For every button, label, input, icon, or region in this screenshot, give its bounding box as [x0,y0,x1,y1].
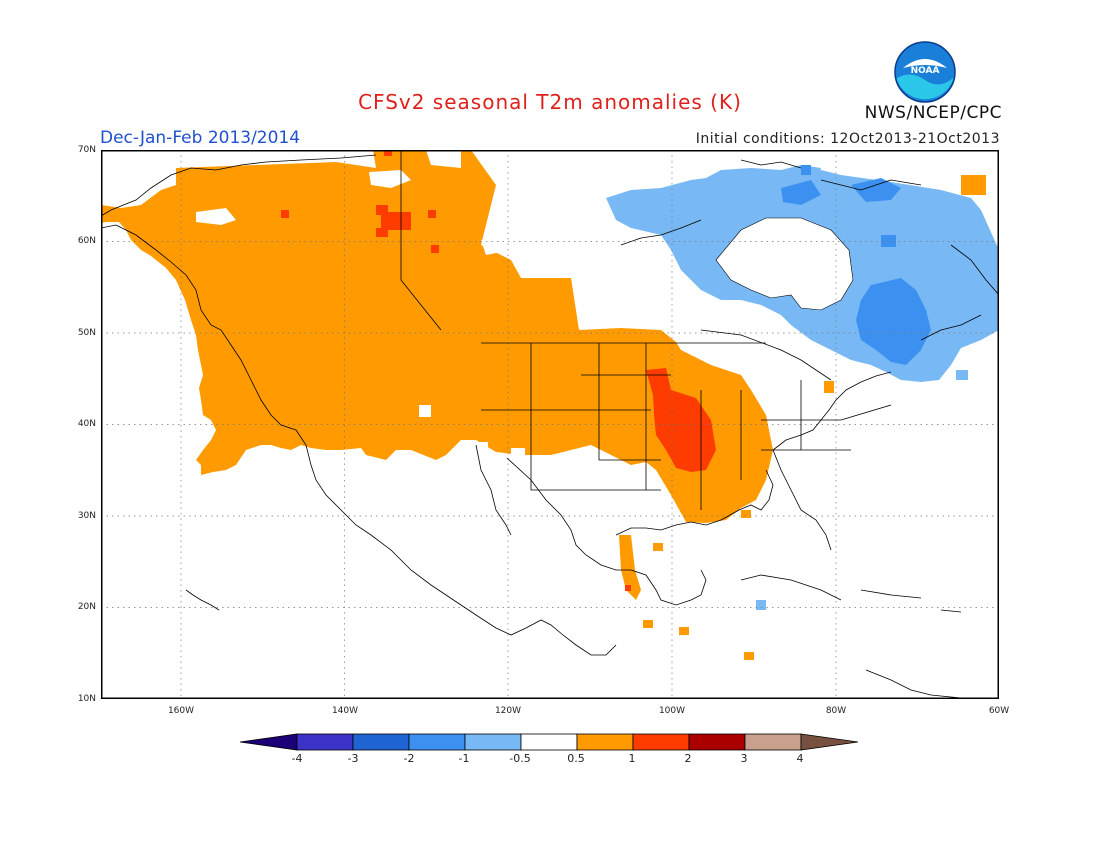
lon-label-120w: 120W [494,706,522,716]
anomaly-strong-cool-region [781,165,931,365]
colorbar-label: -1 [458,752,470,765]
coastlines [101,150,999,699]
lat-label-10n: 10N [77,694,96,704]
colorbar-label: 0.5 [567,752,585,765]
colorbar [240,733,859,751]
colorbar-swatch [296,733,354,751]
colorbar-swatch [240,733,298,751]
colorbar-swatch [520,733,578,751]
colorbar-swatch [744,733,802,751]
logo-text: NOAA [911,66,940,76]
anomaly-map [101,150,999,699]
lat-label-40n: 40N [77,419,96,429]
lon-label-160w: 160W [167,706,195,716]
lon-label-60w: 60W [988,706,1010,716]
lon-label-80w: 80W [825,706,847,716]
lat-label-70n: 70N [77,145,96,155]
lat-label-30n: 30N [77,511,96,521]
map-title: CFSv2 seasonal T2m anomalies (K) [358,90,742,114]
colorbar-swatch [464,733,522,751]
colorbar-swatch [576,733,634,751]
colorbar-label: 4 [796,752,804,765]
lon-label-140w: 140W [331,706,359,716]
anomaly-strong-warm-region [281,150,716,591]
agency-label: NWS/NCEP/CPC [864,103,1002,123]
lat-label-60n: 60N [77,236,96,246]
colorbar-label: 3 [740,752,748,765]
anomaly-warm-region [101,150,986,660]
colorbar-swatch [352,733,410,751]
colorbar-label: 2 [684,752,692,765]
colorbar-label: -0.5 [509,752,531,765]
lat-label-50n: 50N [77,328,96,338]
initial-conditions: Initial conditions: 12Oct2013-21Oct2013 [695,131,1000,147]
colorbar-label: -4 [291,752,303,765]
colorbar-label: 1 [628,752,636,765]
colorbar-swatch [408,733,466,751]
colorbar-swatch [688,733,746,751]
colorbar-label: -2 [403,752,415,765]
noaa-logo: NOAA [894,41,956,103]
lat-label-20n: 20N [77,602,96,612]
colorbar-label: -3 [347,752,359,765]
graticule [101,150,999,699]
colorbar-swatch [632,733,690,751]
lon-label-100w: 100W [658,706,686,716]
colorbar-swatch [800,733,859,751]
forecast-period: Dec-Jan-Feb 2013/2014 [100,128,301,148]
